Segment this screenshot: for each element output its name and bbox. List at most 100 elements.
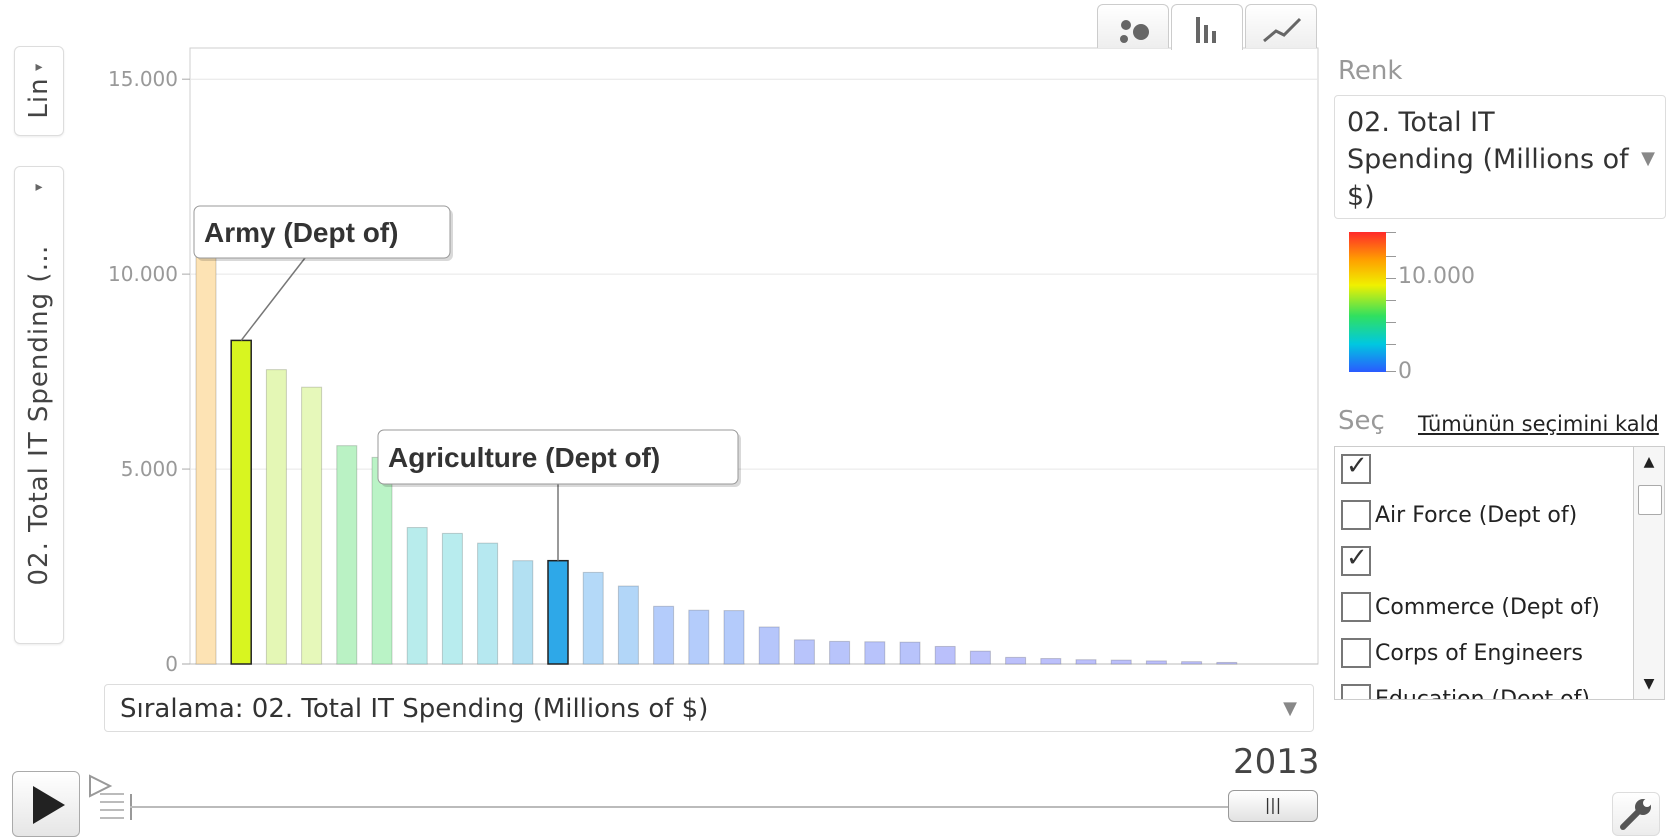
legend-tick: [1386, 278, 1396, 279]
bar[interactable]: [336, 445, 358, 665]
bar[interactable]: [371, 456, 393, 665]
chart-type-tabs: [1097, 4, 1317, 50]
speed-control-icon[interactable]: [86, 772, 128, 828]
bar[interactable]: [723, 610, 745, 665]
color-legend-gradient: [1349, 232, 1386, 372]
callout-box: [377, 429, 739, 485]
checkmark-icon: ✓: [1346, 451, 1368, 481]
tab-bar-chart[interactable]: [1171, 4, 1243, 50]
y-tick-label: 15.000: [108, 67, 178, 91]
legend-tick: [1386, 344, 1396, 345]
current-year: 2013: [1233, 742, 1320, 782]
list-scrollbar[interactable]: ▲ ▼: [1633, 447, 1664, 699]
legend-tick: [1386, 300, 1396, 301]
settings-button[interactable]: [1612, 792, 1660, 836]
bar[interactable]: [301, 386, 323, 665]
list-item-label: Commerce (Dept of): [1375, 594, 1600, 620]
y-tick-label: 0: [165, 652, 178, 676]
callout-line: [240, 257, 306, 341]
timeline-slider-handle[interactable]: |||: [1228, 790, 1318, 822]
checkbox[interactable]: [1341, 592, 1371, 622]
bar[interactable]: [1145, 660, 1167, 665]
scroll-down-icon[interactable]: ▼: [1643, 676, 1655, 692]
sort-dropdown[interactable]: Sıralama: 02. Total IT Spending (Million…: [104, 684, 1314, 732]
timeline-track[interactable]: [130, 806, 1230, 808]
bar[interactable]: [617, 585, 639, 665]
select-list: ✓ Air Force (Dept of) ✓ Commerce (Dept of) C…: [1334, 446, 1665, 700]
list-item[interactable]: Air Force (Dept of): [1341, 495, 1577, 535]
bar[interactable]: [1075, 659, 1097, 665]
list-item[interactable]: ✓: [1341, 541, 1375, 581]
y-tick-label: 10.000: [108, 262, 178, 286]
checkbox[interactable]: ✓: [1341, 451, 1371, 484]
bar[interactable]: [653, 605, 675, 665]
scale-selector[interactable]: ▸ Lin: [14, 46, 64, 136]
callout-box: [193, 205, 451, 259]
bar[interactable]: [1040, 658, 1062, 665]
color-dropdown[interactable]: 02. Total IT Spending (Millions of $) ▼: [1334, 95, 1666, 219]
bar[interactable]: [195, 234, 217, 665]
bar[interactable]: [1216, 661, 1238, 665]
list-item-label: Corps of Engineers: [1375, 640, 1583, 666]
legend-tick: [1386, 256, 1396, 257]
callout-label: Army (Dept of): [204, 217, 398, 248]
legend-tick: [1386, 322, 1396, 323]
select-title: Seç: [1338, 406, 1385, 436]
scale-label: Lin: [24, 77, 54, 119]
bar[interactable]: [441, 532, 463, 665]
dropdown-arrow-icon: ▼: [1283, 698, 1297, 719]
scroll-up-icon[interactable]: ▲: [1643, 454, 1655, 470]
bar[interactable]: [793, 639, 815, 665]
bubble-chart-icon: [1120, 20, 1149, 43]
y-tick-label: 5.000: [121, 457, 178, 481]
bar[interactable]: [688, 609, 710, 665]
bar[interactable]: [582, 571, 604, 665]
legend-max-label: 10.000: [1398, 264, 1475, 289]
scroll-thumb[interactable]: [1638, 485, 1662, 515]
bar-chart-icon: [1196, 17, 1216, 43]
play-button[interactable]: [12, 771, 80, 837]
checkbox[interactable]: ✓: [1341, 543, 1371, 576]
wrench-icon: [1620, 799, 1651, 830]
color-selected-label: 02. Total IT Spending (Millions of $): [1347, 107, 1629, 212]
bar[interactable]: [547, 559, 569, 665]
bar[interactable]: [864, 641, 886, 665]
bar[interactable]: [1181, 661, 1203, 665]
checkmark-icon: ✓: [1346, 543, 1368, 573]
list-item[interactable]: Commerce (Dept of): [1341, 587, 1600, 627]
bar[interactable]: [1005, 656, 1027, 665]
bar[interactable]: [230, 339, 252, 665]
bar[interactable]: [899, 641, 921, 665]
line-chart-icon: [1263, 17, 1302, 43]
bar[interactable]: [477, 542, 499, 665]
list-item-label: Education (Dept of): [1375, 686, 1590, 700]
tab-line-chart[interactable]: [1245, 4, 1317, 48]
bar[interactable]: [265, 369, 287, 665]
list-item-label: Air Force (Dept of): [1375, 502, 1578, 528]
checkbox[interactable]: [1341, 500, 1371, 530]
callout-label: Agriculture (Dept of): [388, 442, 660, 473]
list-item[interactable]: ✓: [1341, 449, 1375, 489]
bar[interactable]: [406, 527, 428, 665]
legend-tick: [1386, 232, 1396, 233]
play-icon: [33, 786, 65, 824]
bar[interactable]: [1110, 659, 1132, 665]
checkbox[interactable]: [1341, 638, 1371, 668]
bar[interactable]: [934, 645, 956, 665]
plot-area: [189, 47, 1319, 665]
color-title: Renk: [1338, 56, 1403, 86]
bar[interactable]: [969, 650, 991, 665]
legend-tick: [1386, 371, 1396, 372]
tab-bubble-chart[interactable]: [1097, 4, 1169, 48]
unselect-all-link[interactable]: Tümünün seçimini kald: [1418, 412, 1659, 436]
bar[interactable]: [829, 640, 851, 665]
checkbox[interactable]: [1341, 684, 1371, 699]
bar[interactable]: [512, 560, 534, 665]
dropdown-arrow-icon: ▸: [35, 59, 43, 75]
bar[interactable]: [758, 626, 780, 665]
list-item[interactable]: Corps of Engineers: [1341, 633, 1583, 673]
dropdown-arrow-icon: ▸: [35, 179, 43, 195]
y-axis-selector[interactable]: ▸ 02. Total IT Spending (…: [14, 166, 64, 644]
list-item[interactable]: Education (Dept of): [1341, 679, 1590, 700]
